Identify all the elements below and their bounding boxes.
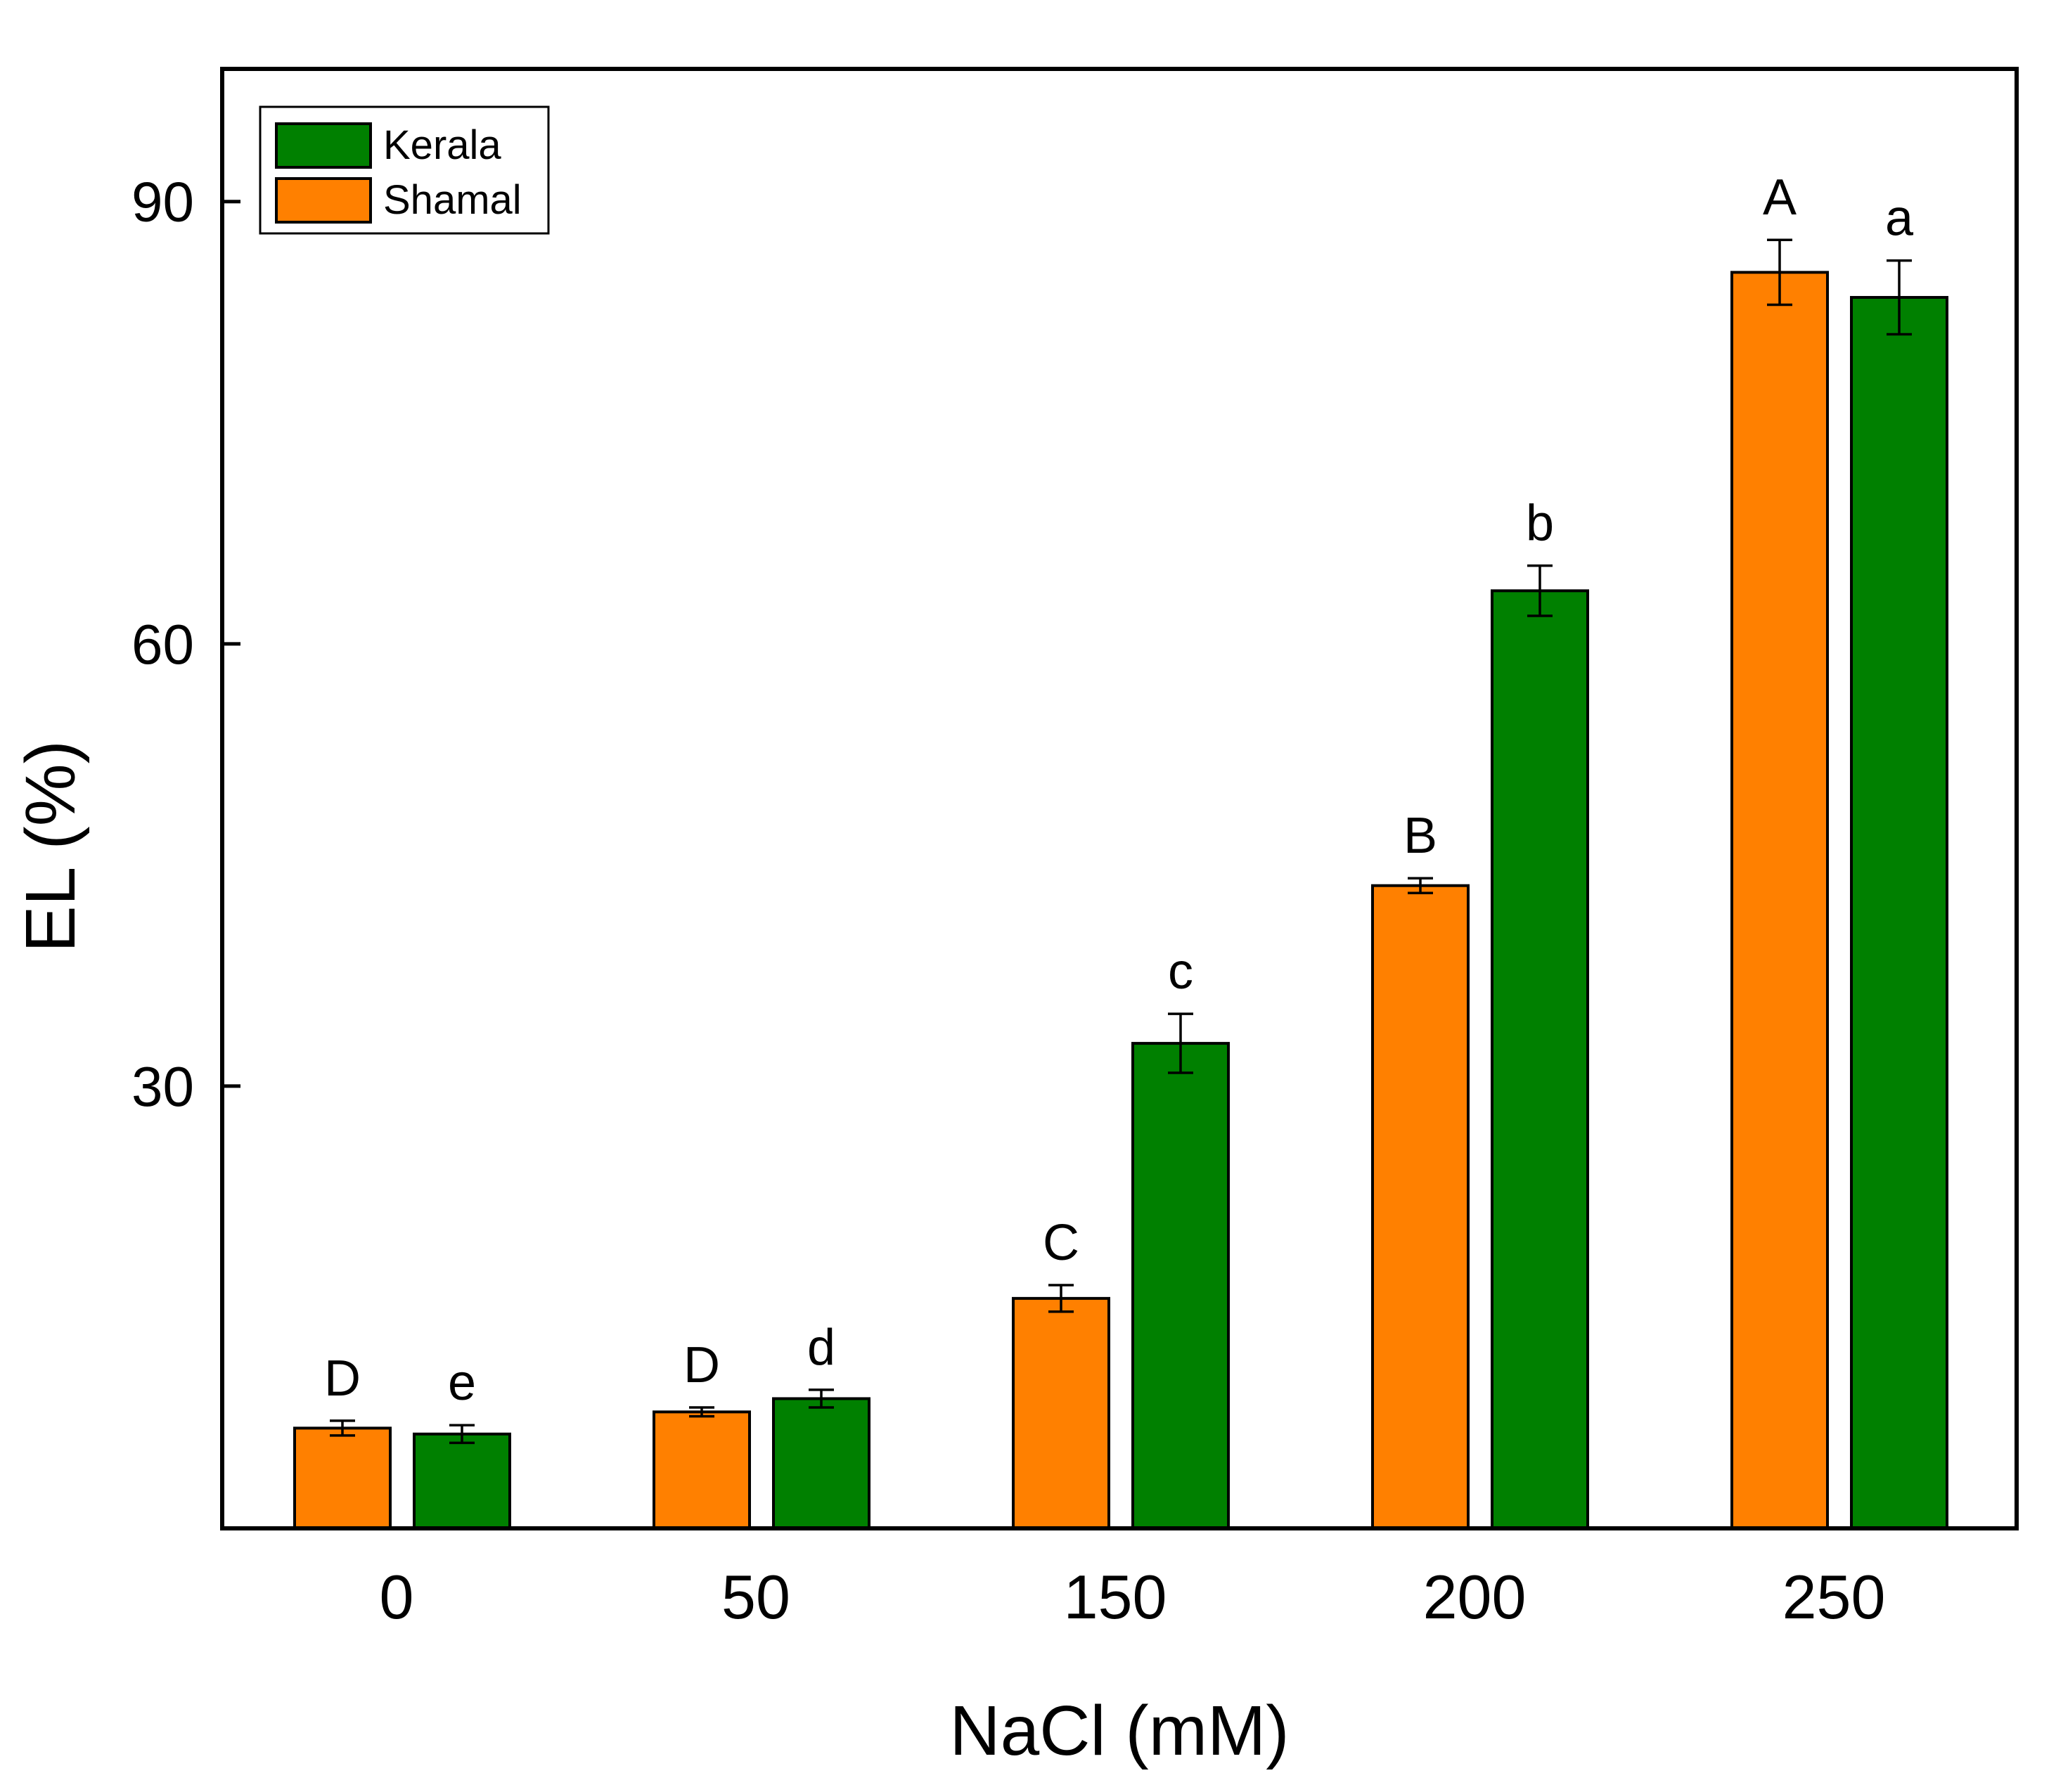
error-bar-kerala-50 bbox=[809, 1388, 834, 1409]
error-bar-shamal-0 bbox=[330, 1419, 355, 1437]
error-bar-shamal-200 bbox=[1408, 877, 1433, 894]
bar-kerala-50 bbox=[772, 1397, 870, 1530]
error-bars-layer bbox=[330, 238, 1912, 1445]
bar-shamal-0 bbox=[293, 1426, 392, 1530]
significance-label-kerala-250: a bbox=[1885, 191, 1914, 247]
legend-swatch-kerala bbox=[275, 122, 372, 169]
significance-label-shamal-250: A bbox=[1763, 169, 1797, 226]
bar-kerala-0 bbox=[413, 1432, 511, 1530]
significance-label-shamal-150: C bbox=[1043, 1215, 1079, 1271]
bars-layer bbox=[293, 271, 1948, 1530]
error-bar-shamal-150 bbox=[1048, 1284, 1074, 1313]
bar-kerala-250 bbox=[1850, 296, 1948, 1530]
legend-swatch-shamal bbox=[275, 177, 372, 224]
significance-label-kerala-0: e bbox=[448, 1355, 476, 1411]
legend: Kerala Shamal bbox=[259, 105, 550, 235]
significance-label-shamal-200: B bbox=[1403, 808, 1437, 864]
legend-label-shamal: Shamal bbox=[383, 177, 522, 223]
bar-kerala-200 bbox=[1491, 589, 1589, 1530]
y-tick-label-90: 90 bbox=[131, 171, 194, 233]
error-bar-kerala-0 bbox=[449, 1424, 475, 1445]
significance-label-kerala-50: d bbox=[807, 1320, 835, 1376]
y-tick-label-60: 60 bbox=[131, 613, 194, 676]
y-axis: 30 60 90 bbox=[131, 171, 240, 1118]
y-tick-label-30: 30 bbox=[131, 1055, 194, 1118]
x-tick-label-50: 50 bbox=[721, 1562, 790, 1632]
significance-label-kerala-200: b bbox=[1526, 496, 1554, 552]
bar-shamal-50 bbox=[653, 1410, 751, 1530]
bar-kerala-150 bbox=[1131, 1042, 1230, 1530]
error-bar-kerala-150 bbox=[1168, 1012, 1193, 1074]
error-bar-kerala-250 bbox=[1887, 259, 1912, 336]
legend-label-kerala: Kerala bbox=[383, 122, 501, 168]
x-tick-label-250: 250 bbox=[1782, 1562, 1886, 1632]
significance-label-shamal-50: D bbox=[683, 1337, 720, 1393]
x-tick-label-200: 200 bbox=[1423, 1562, 1527, 1632]
significance-label-kerala-150: c bbox=[1168, 943, 1193, 1000]
significance-labels-layer: D D C B Ae d c b a bbox=[324, 169, 1914, 1411]
error-bar-shamal-50 bbox=[689, 1406, 714, 1418]
y-axis-title: EL (%) bbox=[11, 740, 90, 953]
significance-label-shamal-0: D bbox=[324, 1351, 361, 1407]
bar-shamal-200 bbox=[1371, 884, 1470, 1530]
x-axis-title: NaCl (mM) bbox=[949, 1691, 1289, 1770]
bar-shamal-150 bbox=[1012, 1296, 1110, 1530]
x-tick-label-150: 150 bbox=[1064, 1562, 1167, 1632]
x-axis: 0 50 150 200 250 bbox=[380, 1562, 1886, 1632]
error-bar-kerala-200 bbox=[1527, 564, 1553, 617]
plot-frame bbox=[220, 67, 2019, 1530]
bar-shamal-250 bbox=[1730, 271, 1829, 1530]
x-tick-label-0: 0 bbox=[380, 1562, 414, 1632]
error-bar-shamal-250 bbox=[1767, 238, 1792, 307]
